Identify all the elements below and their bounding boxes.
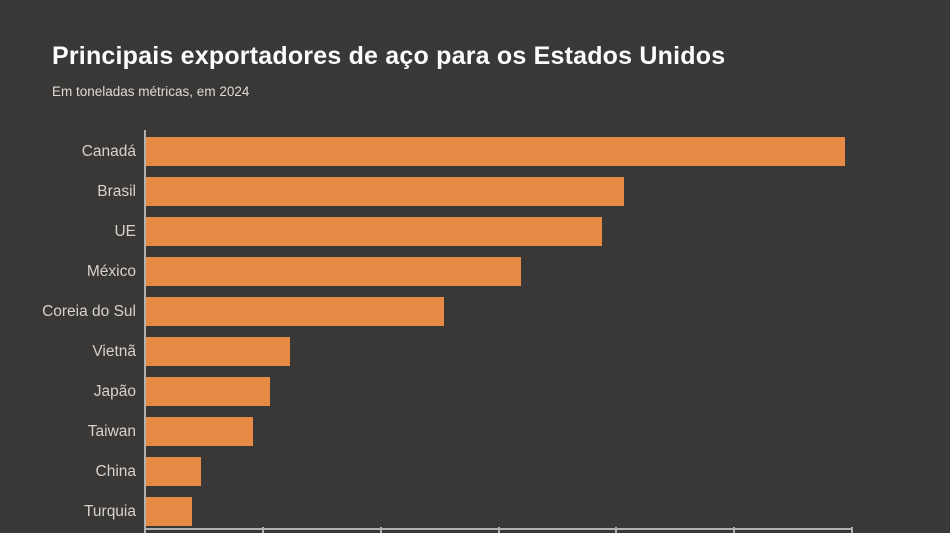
bar-turquia [146,497,192,526]
x-axis-tick [380,527,382,533]
x-axis-tick [262,527,264,533]
category-label: UE [114,223,136,240]
bar-row: UE [0,217,950,246]
category-label: Turquia [84,503,136,520]
bar-row: México [0,257,950,286]
category-label: Coreia do Sul [42,303,136,320]
bar-coreia-do-sul [146,297,444,326]
category-label: Vietnã [92,343,136,360]
bar-row: China [0,457,950,486]
x-axis-tick [144,527,146,533]
category-label: México [86,263,136,280]
x-axis-tick [851,527,853,533]
bar-taiwan [146,417,253,446]
bar-row: Brasil [0,177,950,206]
category-label: Japão [93,383,136,400]
bar-row: Coreia do Sul [0,297,950,326]
category-label: Brasil [97,183,136,200]
bar-ue [146,217,602,246]
bar-row: Canadá [0,137,950,166]
bar-row: Taiwan [0,417,950,446]
bar-vietnã [146,337,290,366]
x-axis-tick [498,527,500,533]
bar-row: Vietnã [0,337,950,366]
bar-brasil [146,177,624,206]
bar-canadá [146,137,845,166]
bar-china [146,457,201,486]
bar-méxico [146,257,521,286]
category-label: Canadá [81,143,136,160]
category-label: Taiwan [87,423,136,440]
category-label: China [95,463,137,480]
x-axis-tick [615,527,617,533]
chart-subtitle: Em toneladas métricas, em 2024 [52,84,250,99]
y-axis-line [144,130,146,530]
bar-row: Japão [0,377,950,406]
x-axis-tick [733,527,735,533]
bar-japão [146,377,270,406]
bar-row: Turquia [0,497,950,526]
chart-title: Principais exportadores de aço para os E… [52,42,726,70]
